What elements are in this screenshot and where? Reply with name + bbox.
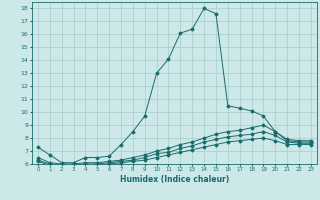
X-axis label: Humidex (Indice chaleur): Humidex (Indice chaleur) (120, 175, 229, 184)
